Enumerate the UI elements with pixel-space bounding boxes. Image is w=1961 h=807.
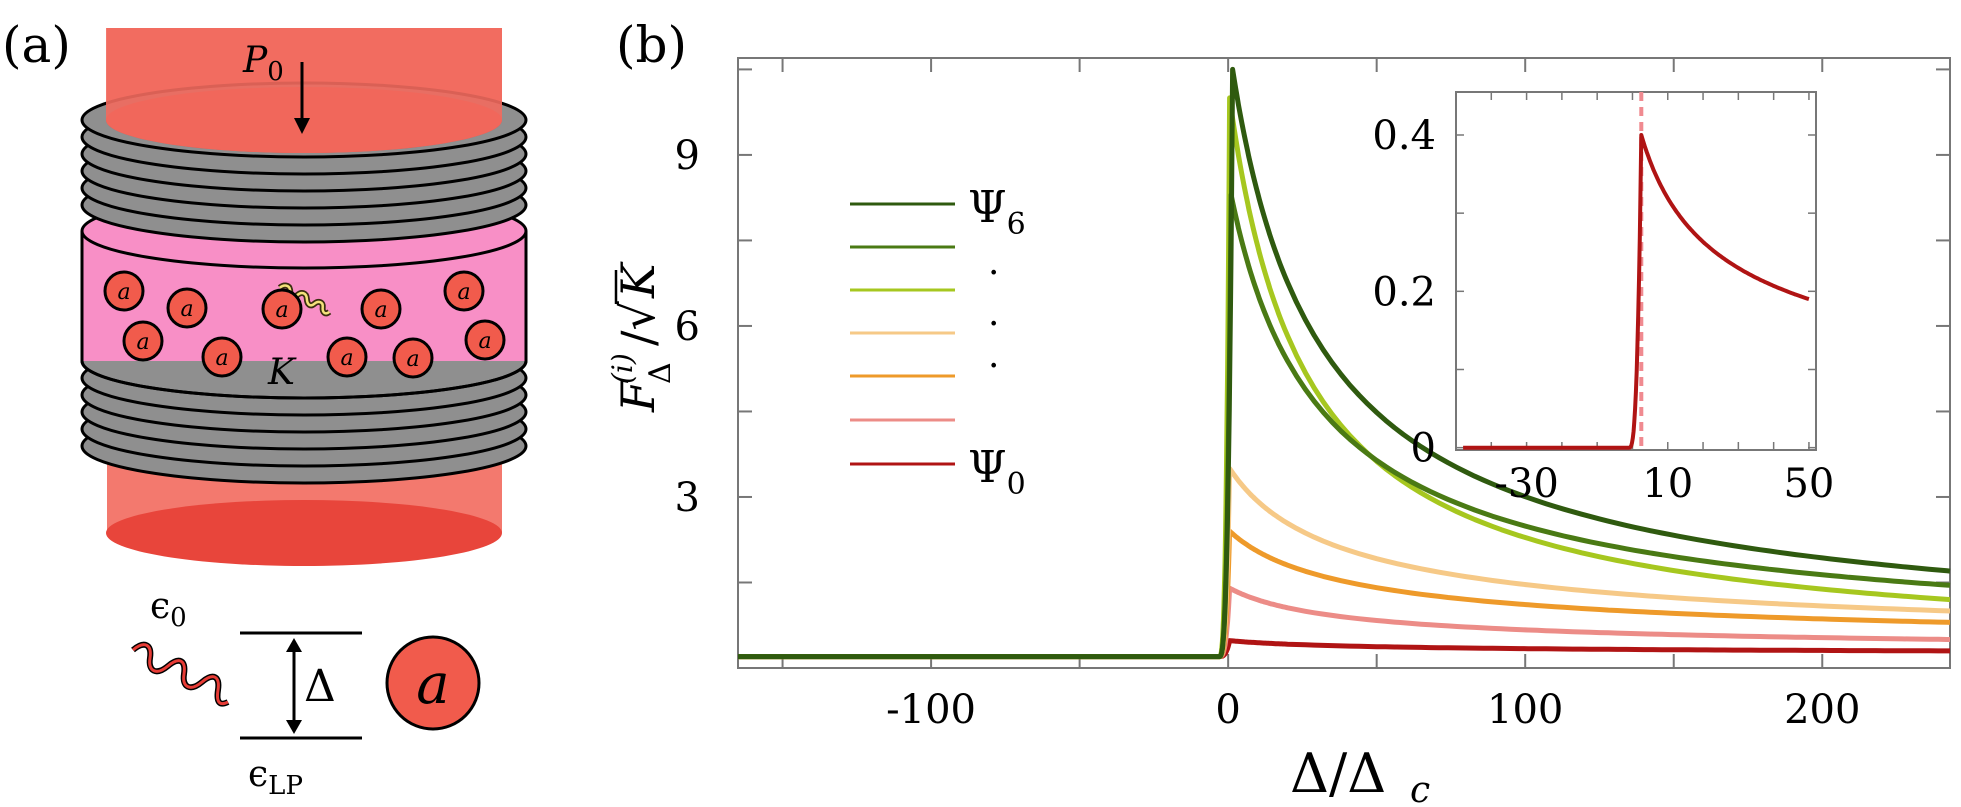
particle: a [201, 336, 243, 378]
particle: a [103, 270, 145, 312]
big-particle-label: a [416, 652, 449, 717]
x-tick-label: 200 [1784, 687, 1860, 733]
x-label-c-sub: c [1410, 770, 1430, 807]
inset-y-tick-label: 0 [1411, 426, 1436, 472]
y-label-i-sup: (i) [606, 353, 639, 384]
coupling-label: K [267, 352, 297, 393]
y-label-slash: /√ [611, 301, 665, 346]
delta-label: Δ [304, 661, 336, 712]
main-plot-frame [737, 57, 1951, 669]
particle: a [261, 288, 303, 330]
svg-text:a: a [180, 297, 193, 322]
energy-diagram: ϵ0 Δ ϵLP a [131, 586, 481, 801]
svg-text:a: a [275, 298, 288, 323]
lp-energy-label: ϵLP [248, 754, 303, 801]
x-tick-label: 0 [1215, 687, 1240, 733]
series-line-Ψ6 [738, 66, 1951, 660]
svg-text:a: a [340, 346, 353, 371]
y-tick-label: 3 [675, 475, 700, 521]
x-tick-label: 100 [1487, 687, 1563, 733]
svg-text:a: a [215, 346, 228, 371]
panel-b-label: (b) [616, 16, 687, 74]
x-tick-label: -100 [886, 687, 976, 733]
legend-dot: · [988, 304, 999, 345]
particle: a [326, 336, 368, 378]
delta-arrow-up-head [286, 638, 302, 652]
y-tick-label: 9 [675, 133, 700, 179]
inset-x-tick-label: -30 [1494, 461, 1558, 507]
legend-dot: · [988, 253, 999, 294]
legend-label-bottom: Ψ0 [968, 442, 1026, 502]
particle: a [122, 320, 164, 362]
particle-group: a a a a a a a a a a [103, 270, 506, 379]
inset-y-tick-label: 0.4 [1372, 113, 1436, 159]
y-axis-label: F Δ (i) /√ K [606, 261, 678, 413]
svg-text:a: a [374, 298, 387, 323]
svg-text:a: a [117, 280, 130, 305]
x-label-delta: Δ/Δ [1290, 742, 1386, 805]
coupling-spring-highlight [279, 284, 331, 315]
legend: Ψ6 · · · Ψ0 [850, 182, 1026, 502]
inset-series-line-Ψ0 [1463, 133, 1810, 450]
particle: a [360, 288, 402, 330]
inset-series-group [1463, 92, 1810, 450]
beam-above-cavity [106, 28, 502, 153]
big-particle [385, 635, 481, 731]
photon-wave-icon [131, 641, 230, 707]
y-tick-label: 6 [675, 304, 700, 350]
particle: a [443, 270, 485, 312]
inset-axis-ticks: -30 10 50 0 0.2 0.4 [1372, 92, 1834, 507]
inset-x-tick-label: 10 [1642, 461, 1693, 507]
particle: a [166, 287, 208, 329]
panel-a-schematic: (a) [2, 16, 528, 801]
beam-bottom-face [106, 500, 502, 566]
inset-x-tick-label: 50 [1783, 461, 1834, 507]
legend-label-top: Ψ6 [968, 182, 1026, 242]
series-line-Ψ3 [738, 466, 1951, 660]
photon-wave-color [132, 643, 229, 706]
x-axis-label: Δ/Δ c [1290, 742, 1430, 807]
y-label-F: F [611, 378, 665, 413]
svg-text:a: a [406, 347, 419, 372]
svg-text:a: a [136, 330, 149, 355]
legend-dot: · [988, 346, 999, 387]
photon-energy-label: ϵ0 [150, 586, 187, 633]
inset-y-tick-label: 0.2 [1372, 269, 1436, 315]
y-label-K: K [611, 261, 665, 299]
main-series-group [738, 66, 1951, 660]
svg-text:a: a [457, 280, 470, 305]
panel-a-label: (a) [2, 16, 71, 74]
particle: a [392, 337, 434, 379]
y-label-delta-sub: Δ [643, 362, 678, 384]
particle: a [464, 319, 506, 361]
pump-label: P0 [242, 40, 284, 87]
svg-text:a: a [478, 329, 491, 354]
pump-arrow-head [294, 118, 310, 134]
delta-arrow-down-head [286, 720, 302, 734]
